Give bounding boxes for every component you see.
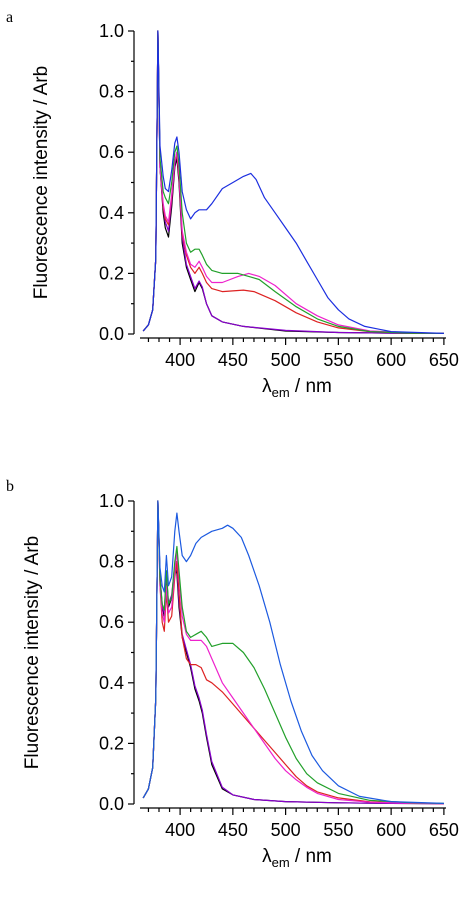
x-tick-label: 400 — [165, 350, 195, 370]
x-tick-label: 450 — [218, 820, 248, 840]
panel-label-b: b — [6, 478, 14, 495]
x-tick-label: 600 — [376, 350, 406, 370]
y-tick-label: 0.8 — [99, 552, 124, 572]
series-line-red — [142, 30, 444, 334]
x-axis-title-b: λem / nm — [262, 846, 332, 870]
series-line-green — [142, 30, 444, 334]
x-axis-title-a: λem / nm — [262, 376, 332, 400]
series-line-magenta — [142, 500, 444, 805]
y-tick-label: 1.0 — [99, 491, 124, 511]
series-line-blue — [142, 30, 444, 334]
y-tick-label: 0.4 — [99, 673, 124, 693]
y-tick-label: 0.8 — [99, 82, 124, 102]
x-tick-label: 550 — [323, 350, 353, 370]
series-line-black — [142, 500, 444, 805]
x-tick-label: 650 — [429, 350, 459, 370]
y-tick-label: 0.6 — [99, 612, 124, 632]
y-axis-title-a: Fluorescence intensity / Arb — [31, 66, 52, 299]
x-tick-label: 600 — [376, 820, 406, 840]
x-tick-label: 500 — [271, 350, 301, 370]
y-axis-title-b: Fluorescence intensity / Arb — [22, 536, 43, 769]
y-tick-label: 0.4 — [99, 203, 124, 223]
y-tick-label: 0.0 — [99, 324, 124, 344]
series-line-green — [142, 500, 444, 804]
series-line-purple — [142, 500, 444, 805]
chart-panel-a: a 0.0 0.2 0.4 0.6 0.8 1.0 400 450 500 550 600 650 F… — [6, 9, 459, 400]
axes-b: 0.0 0.2 0.4 0.6 0.8 1.0 400 450 500 550 600 650 — [99, 491, 459, 840]
series-group-a — [142, 30, 444, 334]
x-tick-label: 550 — [323, 820, 353, 840]
series-line-purple — [142, 30, 444, 334]
x-tick-label: 650 — [429, 820, 459, 840]
y-tick-label: 1.0 — [99, 21, 124, 41]
series-line-magenta — [142, 30, 444, 334]
y-tick-label: 0.6 — [99, 142, 124, 162]
series-line-black — [142, 30, 444, 334]
x-tick-label: 500 — [271, 820, 301, 840]
x-tick-label: 400 — [165, 820, 195, 840]
x-tick-label: 450 — [218, 350, 248, 370]
y-tick-label: 0.2 — [99, 733, 124, 753]
y-tick-label: 0.0 — [99, 794, 124, 814]
axes-a: 0.0 0.2 0.4 0.6 0.8 1.0 400 450 500 550 600 650 — [99, 21, 459, 370]
series-line-blue — [142, 500, 444, 804]
series-line-red — [142, 500, 444, 805]
chart-panel-b: b 0.0 0.2 0.4 0.6 0.8 1.0 400 450 500 550 600 650 F… — [6, 478, 459, 870]
series-group-b — [142, 500, 444, 805]
y-tick-label: 0.2 — [99, 263, 124, 283]
panel-label-a: a — [6, 9, 13, 26]
